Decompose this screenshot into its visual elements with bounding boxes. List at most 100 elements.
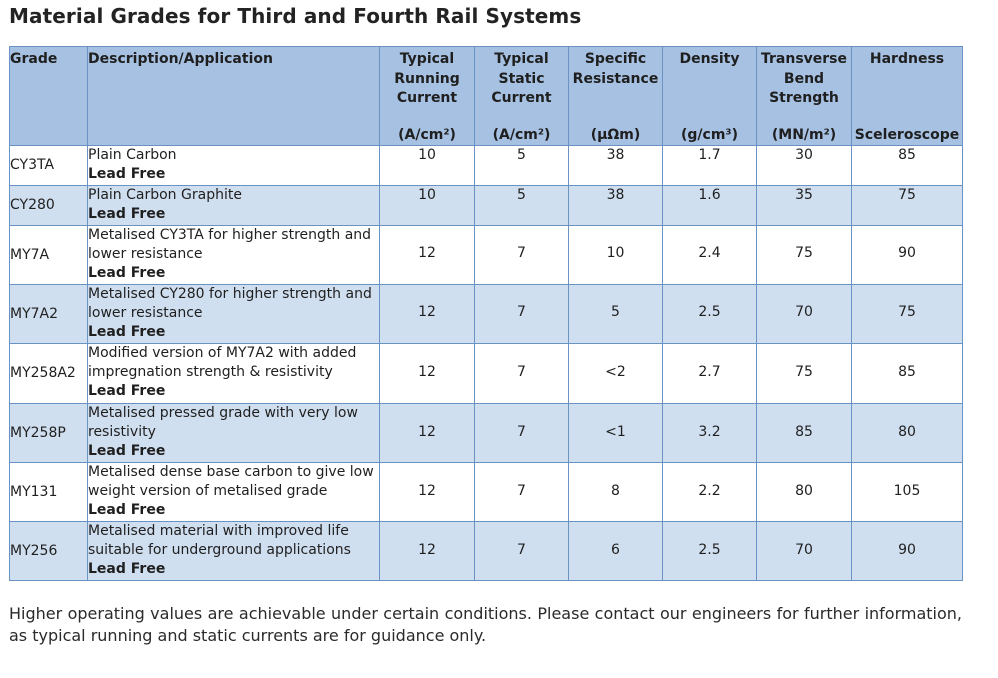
static-current-cell: 5 — [474, 185, 569, 226]
grade-cell: MY7A2 — [9, 284, 88, 344]
table-row: MY7A2 Metalised CY280 for higher strengt… — [9, 284, 963, 344]
strength-cell: 80 — [756, 462, 852, 522]
running-current-cell: 12 — [379, 462, 475, 522]
density-cell: 1.7 — [662, 145, 757, 186]
header-unit: (MN/m²) — [771, 126, 837, 143]
static-current-cell: 7 — [474, 521, 569, 581]
hardness-cell: 90 — [851, 521, 963, 581]
grade-cell: MY7A — [9, 225, 88, 285]
lead-free-label: Lead Free — [88, 206, 166, 222]
static-current-cell: 7 — [474, 343, 569, 404]
running-current-cell: 12 — [379, 225, 475, 285]
density-cell: 2.5 — [662, 521, 757, 581]
resistance-cell: 38 — [568, 145, 663, 186]
description-cell: Metalised CY3TA for higher strength and … — [87, 225, 380, 285]
strength-cell: 35 — [756, 185, 852, 226]
resistance-cell: 6 — [568, 521, 663, 581]
description-text: Metalised dense base carbon to give low … — [88, 464, 374, 499]
description-text: Metalised material with improved life su… — [88, 523, 351, 558]
page-title: Material Grades for Third and Fourth Rai… — [9, 4, 582, 28]
table-row: MY256 Metalised material with improved l… — [9, 521, 963, 581]
header-unit: Sceleroscope — [854, 126, 960, 143]
header-unit: (A/cm²) — [492, 126, 551, 143]
density-cell: 3.2 — [662, 403, 757, 463]
description-cell: Metalised material with improved life su… — [87, 521, 380, 581]
strength-cell: 85 — [756, 403, 852, 463]
static-current-cell: 7 — [474, 225, 569, 285]
resistance-cell: 38 — [568, 185, 663, 226]
hardness-cell: 80 — [851, 403, 963, 463]
resistance-cell: 8 — [568, 462, 663, 522]
lead-free-label: Lead Free — [88, 502, 166, 518]
static-current-cell: 5 — [474, 145, 569, 186]
description-text: Metalised CY3TA for higher strength and … — [88, 227, 372, 262]
description-cell: Metalised CY280 for higher strength and … — [87, 284, 380, 344]
strength-cell: 30 — [756, 145, 852, 186]
table-row: MY131 Metalised dense base carbon to giv… — [9, 462, 963, 522]
description-cell: Modified version of MY7A2 with added imp… — [87, 343, 380, 404]
hardness-cell: 75 — [851, 284, 963, 344]
description-cell: Plain Carbon Graphite Lead Free — [87, 185, 380, 226]
density-cell: 2.7 — [662, 343, 757, 404]
resistance-cell: 10 — [568, 225, 663, 285]
description-text: Modified version of MY7A2 with added imp… — [88, 345, 357, 380]
running-current-cell: 12 — [379, 521, 475, 581]
running-current-cell: 10 — [379, 145, 475, 186]
resistance-cell: 5 — [568, 284, 663, 344]
density-cell: 2.5 — [662, 284, 757, 344]
density-cell: 2.2 — [662, 462, 757, 522]
density-cell: 1.6 — [662, 185, 757, 226]
description-text: Plain Carbon — [88, 147, 177, 163]
description-cell: Metalised dense base carbon to give low … — [87, 462, 380, 522]
running-current-cell: 12 — [379, 284, 475, 344]
header-unit: (g/cm³) — [681, 126, 738, 143]
lead-free-label: Lead Free — [88, 383, 166, 399]
hardness-cell: 85 — [851, 145, 963, 186]
strength-cell: 70 — [756, 284, 852, 344]
description-cell: Plain Carbon Lead Free — [87, 145, 380, 186]
table-header-row: Grade Description/Application Typical Ru… — [9, 46, 963, 146]
hardness-cell: 75 — [851, 185, 963, 226]
resistance-cell: <1 — [568, 403, 663, 463]
running-current-cell: 10 — [379, 185, 475, 226]
static-current-cell: 7 — [474, 403, 569, 463]
footnote: Higher operating values are achievable u… — [9, 604, 962, 645]
header-grade: Grade — [9, 46, 88, 146]
lead-free-label: Lead Free — [88, 324, 166, 340]
header-bend-strength: Transverse Bend Strength (MN/m²) — [756, 46, 852, 146]
grade-cell: MY258P — [9, 403, 88, 463]
header-unit: (A/cm²) — [398, 126, 456, 143]
header-density: Density (g/cm³) — [662, 46, 757, 146]
hardness-cell: 90 — [851, 225, 963, 285]
grade-cell: CY3TA — [9, 145, 88, 186]
running-current-cell: 12 — [379, 343, 475, 404]
density-cell: 2.4 — [662, 225, 757, 285]
strength-cell: 70 — [756, 521, 852, 581]
header-description: Description/Application — [87, 46, 380, 146]
table-row: CY280 Plain Carbon Graphite Lead Free 10 … — [9, 185, 963, 226]
lead-free-label: Lead Free — [88, 561, 166, 577]
lead-free-label: Lead Free — [88, 443, 166, 459]
grade-cell: MY258A2 — [9, 343, 88, 404]
running-current-cell: 12 — [379, 403, 475, 463]
table-row: MY7A Metalised CY3TA for higher strength… — [9, 225, 963, 285]
table-row: MY258P Metalised pressed grade with very… — [9, 403, 963, 463]
hardness-cell: 85 — [851, 343, 963, 404]
table-row: MY258A2 Modified version of MY7A2 with a… — [9, 343, 963, 404]
grade-cell: CY280 — [9, 185, 88, 226]
header-hardness: Hardness Sceleroscope — [851, 46, 963, 146]
description-text: Plain Carbon Graphite — [88, 187, 242, 203]
description-text: Metalised CY280 for higher strength and … — [88, 286, 372, 321]
resistance-cell: <2 — [568, 343, 663, 404]
strength-cell: 75 — [756, 225, 852, 285]
header-static-current: Typical Static Current (A/cm²) — [474, 46, 569, 146]
material-grades-table: Grade Description/Application Typical Ru… — [9, 46, 963, 581]
header-unit: (μΩm) — [590, 126, 641, 143]
grade-cell: MY131 — [9, 462, 88, 522]
lead-free-label: Lead Free — [88, 166, 166, 182]
static-current-cell: 7 — [474, 462, 569, 522]
header-running-current: Typical Running Current (A/cm²) — [379, 46, 475, 146]
grade-cell: MY256 — [9, 521, 88, 581]
strength-cell: 75 — [756, 343, 852, 404]
description-cell: Metalised pressed grade with very low re… — [87, 403, 380, 463]
